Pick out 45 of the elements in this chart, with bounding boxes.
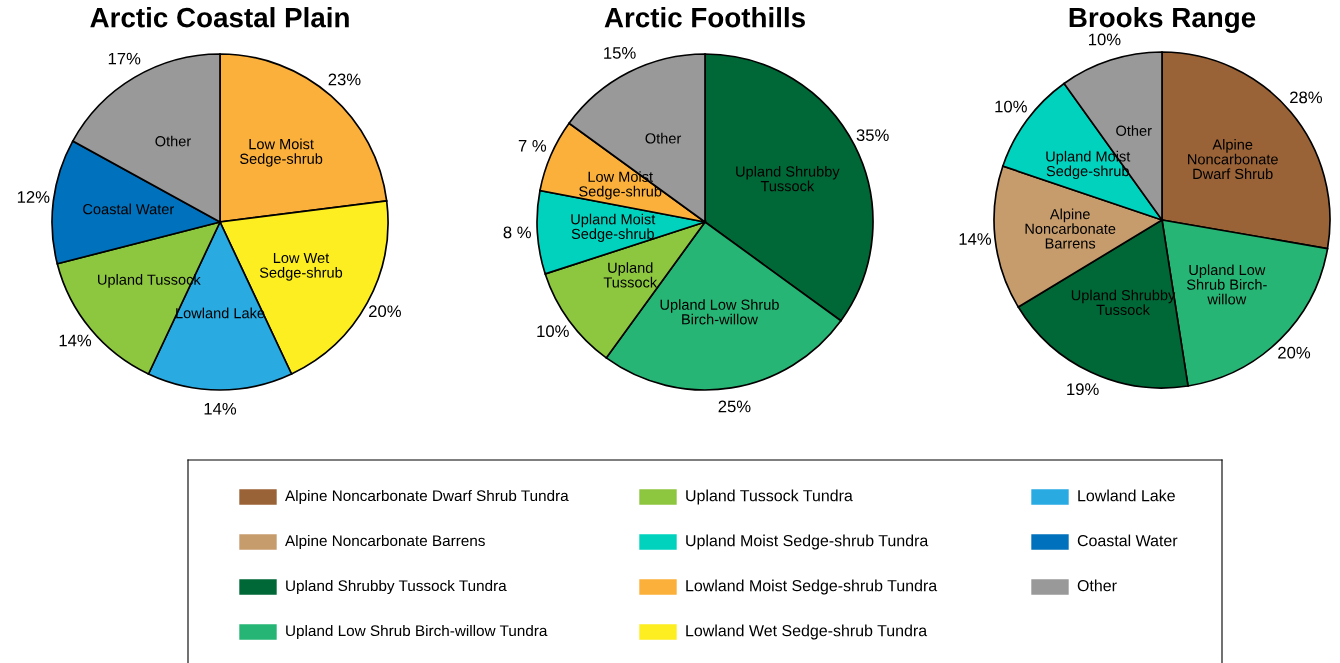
category-label: Alpine Noncarbonate Barrens: [285, 534, 485, 550]
data-label: 20%: [369, 305, 401, 318]
data-label: 28%: [1290, 91, 1323, 104]
data-label: 19%: [1067, 383, 1099, 396]
slice-label: Other: [155, 135, 191, 147]
category-label: Upland Low Shrub Birch-willow Tundra: [286, 624, 548, 640]
data-label: 10%: [1089, 33, 1121, 46]
data-label: 35%: [856, 129, 889, 142]
data-label: 8 %: [503, 226, 531, 239]
data-label: 14%: [204, 402, 237, 415]
category-label: Upland Moist Sedge-shrub Tundra: [686, 534, 929, 550]
data-label: 7 %: [518, 140, 547, 152]
chart-title: Arctic Foothills: [604, 7, 805, 28]
slice-label: Low Moist Sedge-shrub: [240, 138, 323, 167]
data-label: 10%: [537, 325, 569, 338]
category-label: Upland Tussock Tundra: [686, 489, 853, 505]
slice-label: Upland Low Shrub Birch- willow: [1186, 264, 1267, 305]
data-label: 12%: [17, 191, 50, 203]
data-label: 10%: [995, 100, 1027, 113]
data-label: 14%: [59, 334, 92, 347]
slice-label: Upland Tussock: [603, 262, 658, 288]
category-label: Other: [1077, 579, 1117, 592]
slice-label: Upland Moist Sedge-shrub: [571, 213, 656, 242]
data-label: 25%: [718, 400, 751, 413]
slice-label: Alpine Noncarbonate Dwarf Shrub: [1188, 139, 1278, 180]
slice-label: Alpine Noncarbonate Barrens: [1025, 208, 1116, 249]
data-label: 14%: [959, 233, 992, 245]
data-label: 15%: [604, 47, 636, 59]
slice-label: Other: [645, 132, 682, 144]
category-label: Lowland Wet Sedge-shrub Tundra: [686, 624, 928, 640]
category-label: Lowland Lake: [1078, 489, 1175, 502]
data-label: 17%: [108, 52, 141, 65]
category-label: Upland Shrubby Tussock Tundra: [286, 579, 507, 595]
data-label: 23%: [328, 73, 361, 86]
chart-title: Brooks Range: [1069, 6, 1256, 34]
slice-label: Upland Low Shrub Birch-willow: [660, 299, 779, 325]
data-label: 20%: [1278, 346, 1311, 359]
slice-label: Other: [1116, 125, 1152, 136]
category-label: Alpine Noncarbonate Dwarf Shrub Tundra: [285, 489, 569, 505]
slice-label: Coastal Water: [83, 203, 175, 215]
category-label: Coastal Water: [1077, 534, 1178, 547]
category-label: Lowland Moist Sedge-shrub Tundra: [686, 579, 938, 595]
slice-label: Upland Shrubby Tussock: [736, 165, 840, 192]
chart-title: Arctic Coastal Plain: [90, 7, 349, 28]
slice-label: Low Wet Sedge-shrub: [259, 252, 343, 281]
